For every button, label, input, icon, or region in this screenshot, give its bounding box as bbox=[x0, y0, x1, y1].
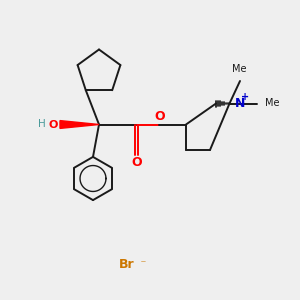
Text: O: O bbox=[131, 156, 142, 170]
Text: O: O bbox=[154, 110, 165, 123]
Text: Me: Me bbox=[232, 64, 247, 74]
Text: +: + bbox=[241, 92, 249, 102]
Text: Br: Br bbox=[119, 257, 135, 271]
Polygon shape bbox=[60, 121, 99, 128]
Text: O: O bbox=[49, 119, 58, 130]
Text: H: H bbox=[38, 119, 46, 129]
Text: ⁻: ⁻ bbox=[137, 259, 147, 269]
Text: N: N bbox=[235, 97, 245, 110]
Text: Me: Me bbox=[265, 98, 279, 109]
